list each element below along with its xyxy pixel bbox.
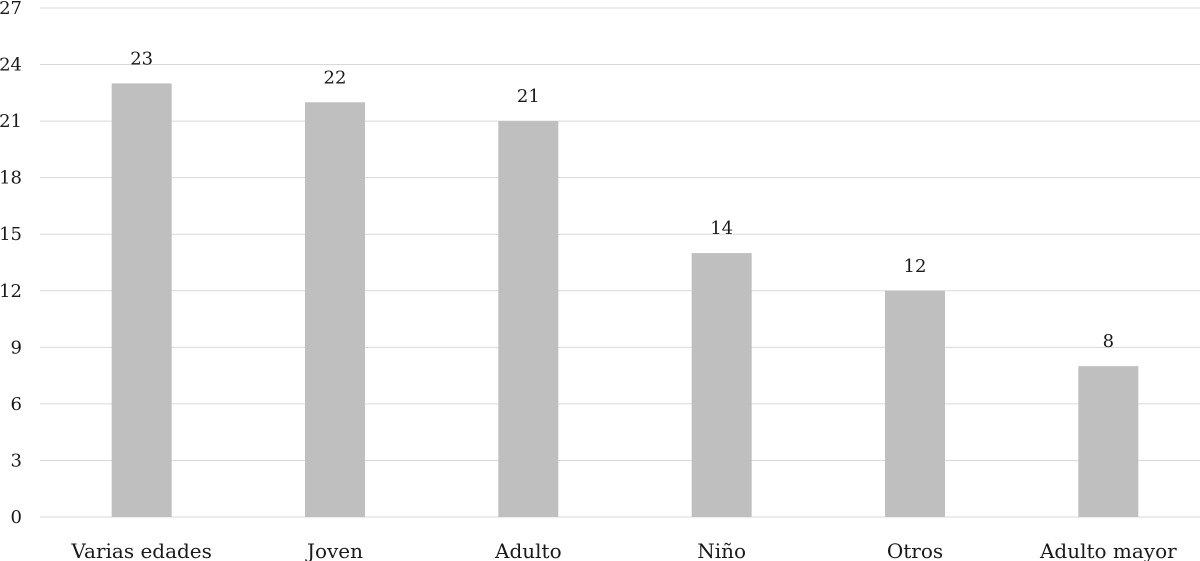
y-tick-label: 12 — [0, 281, 22, 302]
y-tick-label: 27 — [0, 0, 22, 19]
y-tick-label: 15 — [0, 224, 22, 245]
bars — [111, 83, 1139, 517]
data-label: 14 — [710, 218, 733, 239]
bar — [111, 83, 172, 517]
y-tick-label: 0 — [11, 507, 22, 528]
y-tick-label: 21 — [0, 111, 22, 132]
category-label: Varias edades — [70, 539, 212, 561]
category-label: Joven — [305, 539, 363, 561]
y-axis-tick-labels: 0 3 6 9 12 15 18 21 24 27 — [0, 0, 22, 528]
data-label: 22 — [324, 67, 347, 88]
y-tick-label: 24 — [0, 55, 22, 76]
bar — [691, 253, 752, 517]
data-label: 23 — [130, 48, 153, 69]
gridlines — [40, 7, 1200, 518]
x-axis-category-labels: Varias edades Joven Adulto Niño Otros Adulto … — [70, 539, 1177, 561]
bar — [305, 102, 365, 517]
data-labels: 23 22 21 14 12 8 — [130, 48, 1114, 352]
data-label: 8 — [1103, 331, 1114, 352]
data-label: 21 — [517, 86, 540, 107]
bar — [1078, 366, 1139, 517]
bar — [498, 121, 559, 517]
data-label: 12 — [904, 256, 927, 277]
y-tick-label: 6 — [11, 394, 22, 415]
category-label: Otros — [887, 539, 943, 561]
y-tick-label: 3 — [11, 450, 22, 471]
category-label: Adulto — [494, 539, 562, 561]
y-tick-label: 9 — [11, 337, 22, 358]
y-tick-label: 18 — [0, 168, 22, 189]
category-label: Adulto mayor — [1039, 539, 1177, 561]
bar — [885, 290, 945, 517]
category-label: Niño — [697, 539, 746, 561]
